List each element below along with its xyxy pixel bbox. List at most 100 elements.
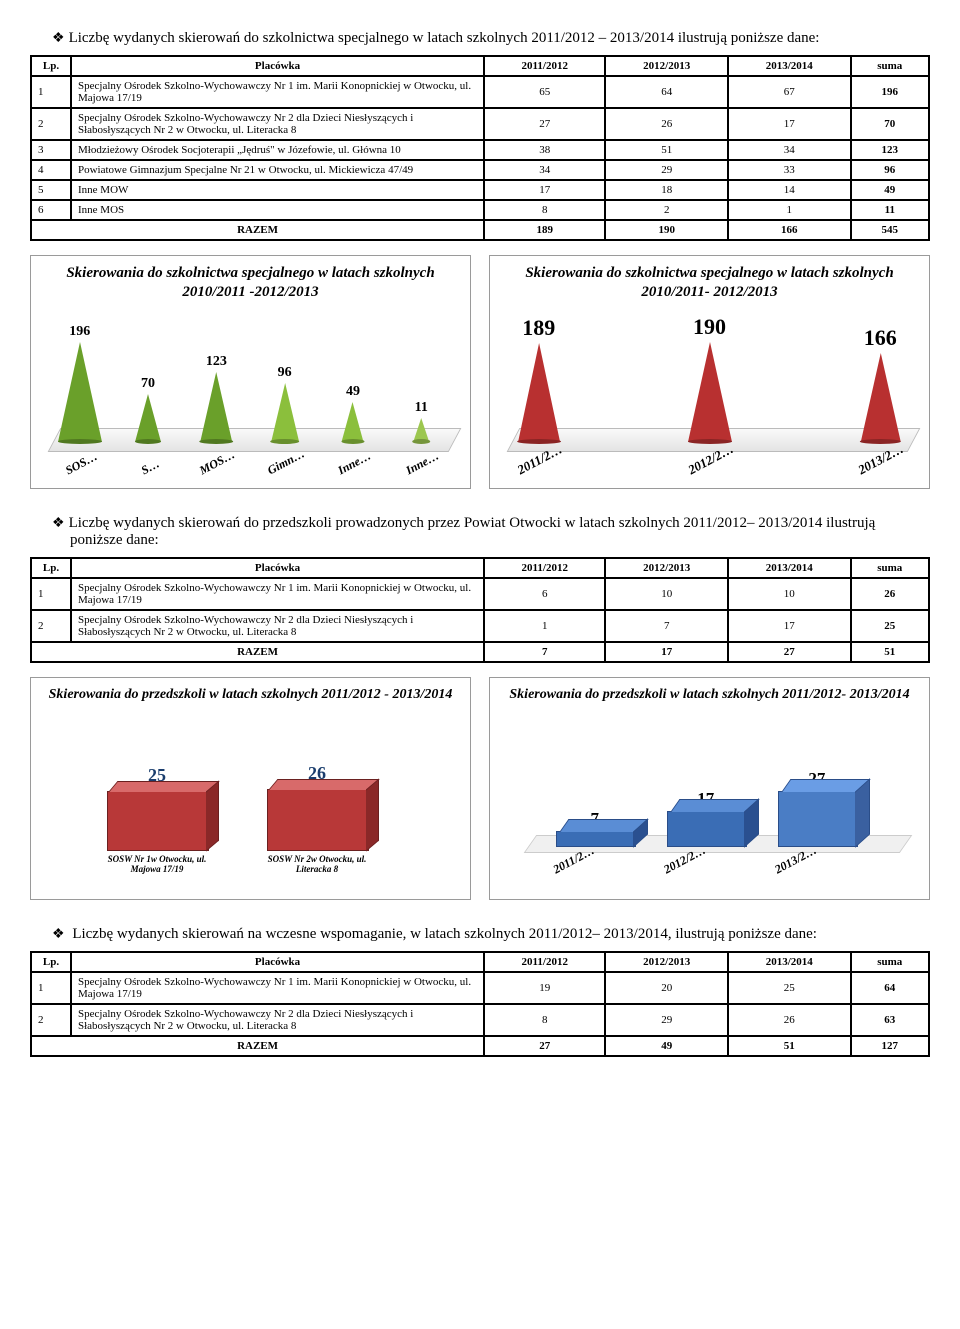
bar3d-xlabel: SOSW Nr 1w Otwocku, ul. Majowa 17/19 — [102, 855, 212, 875]
slab-front — [667, 811, 747, 847]
cone-value: 11 — [413, 400, 431, 416]
chart2b-title: Skierowania do przedszkoli w latach szko… — [496, 686, 923, 704]
cell-lp: 4 — [31, 160, 71, 180]
col-place: Placówka — [71, 558, 484, 578]
cell-value: 64 — [851, 972, 929, 1004]
cell-value: 10 — [605, 578, 728, 610]
chart-row-1: Skierowania do szkolnictwa specjalnego w… — [30, 255, 930, 489]
cell-value: 11 — [851, 200, 929, 220]
cell-lp: 5 — [31, 180, 71, 200]
cell-value: 17 — [728, 610, 851, 642]
chart2b-axis: 2011/2…2012/2…2013/2… — [496, 857, 923, 883]
chart2a-plot: 25SOSW Nr 1w Otwocku, ul. Majowa 17/1926… — [37, 713, 464, 893]
col-lp: Lp. — [31, 558, 71, 578]
cell-value: 1 — [728, 200, 851, 220]
table-row: 2Specjalny Ośrodek Szkolno-Wychowawczy N… — [31, 610, 929, 642]
col-y1: 2011/2012 — [484, 952, 605, 972]
cell-value: 20 — [605, 972, 728, 1004]
cell-value: 18 — [605, 180, 728, 200]
table-row: 2Specjalny Ośrodek Szkolno-Wychowawczy N… — [31, 1004, 929, 1036]
cell-place: Specjalny Ośrodek Szkolno-Wychowawczy Nr… — [71, 1004, 484, 1036]
table-row: 3Młodzieżowy Ośrodek Socjoterapii „Jędru… — [31, 140, 929, 160]
cone-icon — [58, 342, 102, 442]
cone-icon — [342, 402, 364, 442]
col-y2: 2012/2013 — [605, 952, 728, 972]
table-header-row: Lp. Placówka 2011/2012 2012/2013 2013/20… — [31, 558, 929, 578]
bar3d-side — [206, 781, 219, 852]
axis-label: Inne… — [335, 448, 373, 478]
cone-base — [270, 439, 300, 444]
slab-item: 27 — [778, 791, 856, 845]
cone-base — [688, 439, 732, 444]
cone-base — [200, 439, 234, 444]
cone-base — [517, 439, 561, 444]
chart1a-plot: SOS…S…MOS…Gimn…Inne…Inne… 19670123964911 — [37, 312, 464, 482]
cell-value: 26 — [728, 1004, 851, 1036]
bar3d-item: 25SOSW Nr 1w Otwocku, ul. Majowa 17/19 — [107, 791, 207, 849]
cell-razem-label: RAZEM — [31, 1036, 484, 1056]
section1-heading: ❖Liczbę wydanych skierowań do szkolnictw… — [30, 30, 930, 47]
cone-item: 189 — [517, 315, 561, 444]
cell-lp: 6 — [31, 200, 71, 220]
cone-item: 190 — [688, 314, 732, 444]
cell-value: 26 — [851, 578, 929, 610]
cone-value: 190 — [688, 314, 732, 340]
cone-icon — [200, 372, 232, 442]
chart1b-title: Skierowania do szkolnictwa specjalnego w… — [496, 264, 923, 302]
bar3d-front — [107, 791, 209, 851]
cone-value: 49 — [341, 384, 364, 400]
cell-value: 1 — [484, 610, 605, 642]
cone-item: 196 — [58, 324, 102, 444]
cell-value: 7 — [605, 610, 728, 642]
cell-value: 70 — [851, 108, 929, 140]
cone-icon — [860, 353, 900, 442]
col-y2: 2012/2013 — [605, 558, 728, 578]
cell-place: Specjalny Ośrodek Szkolno-Wychowawczy Nr… — [71, 972, 484, 1004]
table-header-row: Lp. Placówka 2011/2012 2012/2013 2013/20… — [31, 56, 929, 76]
cell-value: 25 — [728, 972, 851, 1004]
chart-szkolnictwo-categories: Skierowania do szkolnictwa specjalnego w… — [30, 255, 471, 489]
slab-shape — [667, 811, 745, 845]
cell-value: 14 — [728, 180, 851, 200]
bar3d-front — [267, 789, 369, 851]
chart-przedszkola-years: Skierowania do przedszkoli w latach szko… — [489, 677, 930, 901]
col-y2: 2012/2013 — [605, 56, 728, 76]
bar3d-side — [366, 779, 379, 852]
cell-value: 25 — [851, 610, 929, 642]
cone-icon — [271, 383, 299, 442]
col-place: Placówka — [71, 952, 484, 972]
cone-item: 11 — [413, 400, 431, 444]
cone-value: 96 — [270, 365, 300, 381]
table-row: 1Specjalny Ośrodek Szkolno-Wychowawczy N… — [31, 578, 929, 610]
cell-place: Specjalny Ośrodek Szkolno-Wychowawczy Nr… — [71, 108, 484, 140]
cell-value: 123 — [851, 140, 929, 160]
section1-heading-text: Liczbę wydanych skierowań do szkolnictwa… — [69, 30, 820, 46]
section2-heading-text: Liczbę wydanych skierowań do przedszkoli… — [69, 515, 876, 548]
chart2b-plot: 2011/2…2012/2…2013/2… 71727 — [496, 713, 923, 883]
cone-value: 189 — [517, 315, 561, 341]
cone-icon — [135, 394, 161, 442]
cell-razem-value: 545 — [851, 220, 929, 240]
cell-razem-value: 51 — [728, 1036, 851, 1056]
cell-value: 96 — [851, 160, 929, 180]
bar3d-top — [268, 779, 379, 790]
bar3d-top — [108, 781, 219, 792]
col-sum: suma — [851, 56, 929, 76]
cone-base — [135, 439, 161, 444]
section2-heading: ❖Liczbę wydanych skierowań do przedszkol… — [30, 515, 930, 549]
chart-przedszkola-categories: Skierowania do przedszkoli w latach szko… — [30, 677, 471, 901]
cell-value: 51 — [605, 140, 728, 160]
bar3d-shape — [267, 789, 367, 849]
cone-base — [341, 439, 364, 444]
cell-value: 34 — [728, 140, 851, 160]
chart2a-title: Skierowania do przedszkoli w latach szko… — [37, 686, 464, 704]
cell-razem-value: 166 — [728, 220, 851, 240]
col-y3: 2013/2014 — [728, 952, 851, 972]
cell-lp: 2 — [31, 1004, 71, 1036]
slab-item: 17 — [667, 811, 745, 845]
cell-lp: 3 — [31, 140, 71, 160]
cell-value: 10 — [728, 578, 851, 610]
axis-label: SOS… — [63, 449, 100, 478]
cell-place: Młodzieżowy Ośrodek Socjoterapii „Jędruś… — [71, 140, 484, 160]
table-row: 1Specjalny Ośrodek Szkolno-Wychowawczy N… — [31, 76, 929, 108]
